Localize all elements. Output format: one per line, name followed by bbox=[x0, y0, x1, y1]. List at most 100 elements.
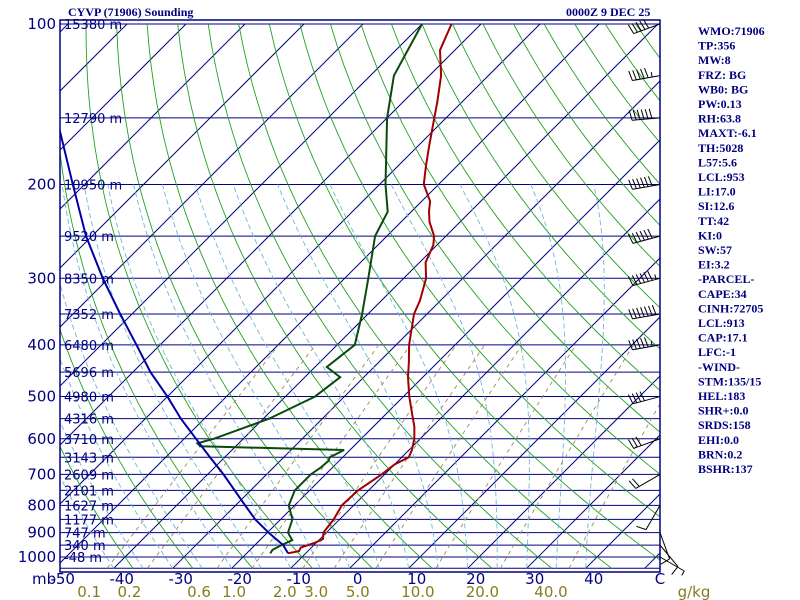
index-value: FRZ: BG bbox=[698, 68, 746, 82]
mixing-ratio-label: 0.2 bbox=[117, 583, 141, 600]
wind-barb-staff bbox=[659, 544, 679, 567]
temperature-tick-label: -40 bbox=[109, 570, 134, 588]
wind-barb-flag bbox=[636, 109, 641, 120]
index-value: CAPE:34 bbox=[698, 287, 747, 301]
wind-barb-flag bbox=[636, 178, 641, 189]
pressure-tick-label: 500 bbox=[27, 388, 56, 406]
wind-barb-flag bbox=[631, 23, 638, 33]
index-value: EI:3.2 bbox=[698, 258, 730, 272]
wind-barb-flag bbox=[651, 305, 657, 315]
moist-adiabat-line bbox=[61, 184, 233, 569]
wind-barb-flag bbox=[635, 231, 642, 242]
wind-barb-flag bbox=[643, 229, 649, 240]
moist-adiabat-line bbox=[60, 420, 144, 569]
index-value: LCL:953 bbox=[698, 170, 745, 184]
wind-barb-flag bbox=[644, 337, 649, 348]
wind-barb-flag bbox=[632, 339, 637, 350]
wind-barb-flag bbox=[632, 178, 637, 189]
height-label: 9520 m bbox=[64, 230, 114, 245]
isotherm-line bbox=[60, 23, 305, 269]
plot-frame bbox=[59, 19, 661, 573]
dry-adiabat-line bbox=[116, 23, 373, 569]
temperature-tick-label: 0 bbox=[353, 570, 363, 588]
temperature-tick-label: -10 bbox=[286, 570, 311, 588]
pressure-tick-label: 300 bbox=[27, 269, 56, 287]
isotherm-line bbox=[526, 434, 660, 569]
isotherm-line bbox=[172, 80, 660, 569]
height-label: 7352 m bbox=[64, 308, 114, 323]
index-value: WB0: BG bbox=[698, 82, 748, 96]
wind-barb-flag bbox=[627, 24, 635, 34]
wind-barb-staff bbox=[632, 313, 661, 320]
height-label: 4316 m bbox=[64, 413, 114, 428]
wind-barb-flag bbox=[635, 392, 642, 402]
wind-barb-flag bbox=[647, 271, 653, 281]
dry-adiabat-line bbox=[329, 23, 660, 475]
dry-adiabat-line bbox=[177, 23, 493, 569]
mixing-ratio-line bbox=[302, 344, 457, 569]
height-label: 12790 m bbox=[64, 112, 122, 127]
height-label: 3143 m bbox=[64, 451, 114, 466]
wind-barb-flag bbox=[636, 338, 641, 349]
wind-barb-flag bbox=[639, 230, 645, 241]
wind-barb-flag bbox=[660, 558, 670, 565]
index-value: SHR+:0.0 bbox=[698, 404, 749, 418]
height-label: 5696 m bbox=[64, 366, 114, 381]
pressure-tick-label: 800 bbox=[27, 496, 56, 514]
wind-barb-staff bbox=[635, 474, 661, 489]
dewpoint-profile-line bbox=[195, 23, 423, 554]
wind-barb-flag bbox=[643, 272, 649, 282]
moist-adiabat-line bbox=[232, 184, 410, 569]
wind-barb-flag bbox=[631, 437, 638, 448]
height-label: 1627 m bbox=[64, 499, 114, 514]
dry-adiabat-line bbox=[452, 23, 660, 309]
sounding-time: 0000Z 9 DEC 25 bbox=[566, 5, 650, 19]
index-value: WMO:71906 bbox=[698, 24, 765, 38]
mixing-ratio-label: 20.0 bbox=[466, 583, 499, 600]
wind-barb-half-flag bbox=[650, 341, 653, 347]
wind-barb-flag bbox=[631, 275, 638, 285]
wind-barb-flag bbox=[627, 276, 634, 286]
wind-barb-flag bbox=[671, 566, 679, 575]
wind-barb-flag bbox=[647, 176, 653, 187]
pressure-tick-label: 400 bbox=[27, 336, 56, 354]
height-label: 1177 m bbox=[64, 513, 114, 528]
wind-barb-flag bbox=[628, 340, 633, 350]
dry-adiabat-line bbox=[60, 328, 194, 569]
index-value: -PARCEL- bbox=[698, 272, 754, 286]
wind-barb-staff bbox=[632, 183, 661, 190]
isotherm-line bbox=[60, 23, 482, 446]
wind-barb-flag bbox=[632, 70, 637, 81]
wind-barb-flag bbox=[636, 307, 641, 318]
isotherm-line bbox=[60, 23, 423, 387]
index-value: RH:63.8 bbox=[698, 112, 741, 126]
grid-lines bbox=[60, 23, 660, 569]
dry-adiabat-line bbox=[482, 23, 660, 268]
height-label: 3710 m bbox=[64, 433, 114, 448]
isotherm-line bbox=[408, 316, 660, 569]
dry-adiabat-line bbox=[390, 23, 660, 392]
moist-adiabat-line bbox=[390, 184, 498, 569]
wind-barb-flag bbox=[647, 228, 653, 239]
mixing-ratio-line bbox=[251, 344, 411, 569]
wind-barb-staff bbox=[632, 344, 661, 351]
wind-barb-flag bbox=[635, 21, 642, 32]
wind-barb-flag bbox=[648, 108, 653, 119]
mixing-ratio-label: 3.0 bbox=[304, 583, 328, 600]
pressure-tick-label: 1000 bbox=[18, 548, 56, 566]
index-value: PW:0.13 bbox=[698, 97, 742, 111]
index-value: LCL:913 bbox=[698, 316, 745, 330]
temperature-tick-label: 20 bbox=[466, 570, 485, 588]
index-value: TP:356 bbox=[698, 39, 735, 53]
wind-barb-staff bbox=[633, 438, 661, 449]
moist-adiabat-line bbox=[277, 184, 439, 569]
height-label: 2101 m bbox=[64, 484, 114, 499]
station-title: CYVP (71906) Sounding bbox=[68, 5, 193, 19]
temperature-tick-label: 30 bbox=[525, 570, 544, 588]
height-label: 6480 m bbox=[64, 339, 114, 354]
moist-adiabat-line bbox=[585, 184, 605, 569]
wind-barb-flag bbox=[631, 232, 638, 243]
wind-barb-flag bbox=[632, 308, 637, 319]
isotherm-line bbox=[60, 23, 600, 564]
